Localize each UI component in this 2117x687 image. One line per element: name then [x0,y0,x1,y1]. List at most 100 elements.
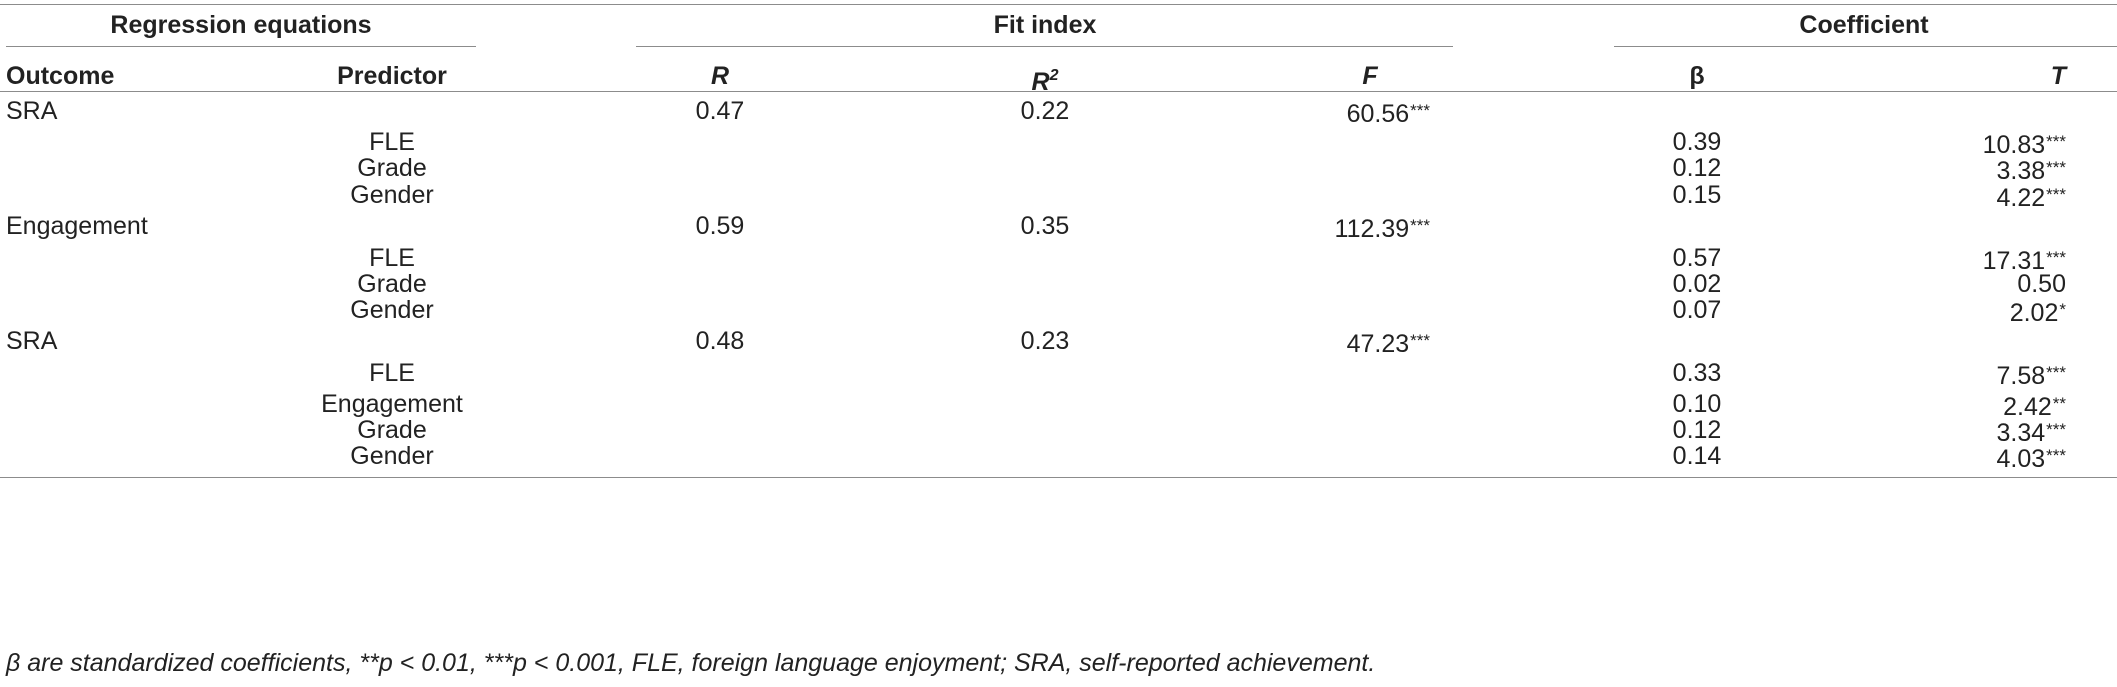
cell-r-squared: 0.35 [1021,211,1070,241]
cell-t: 4.22*** [1996,180,2066,213]
significance-marker: *** [1410,216,1430,235]
cell-predictor: Gender [350,441,433,471]
significance-marker: *** [1410,331,1430,350]
cell-outcome: SRA [6,96,57,126]
col-header-t: T [2050,62,2066,90]
cell-predictor-value: Engagement [321,390,463,418]
r-squared-exponent: 2 [1049,67,1059,84]
cell-f: 112.39*** [1335,211,1430,244]
cell-predictor-value: Grade [357,270,427,298]
cell-beta-value: 0.10 [1672,390,1722,418]
cell-r-squared: 0.23 [1021,326,1070,356]
cell-f-value: 47.23 [1346,330,1410,358]
col-header-predictor: Predictor [337,62,447,90]
cell-t-value: 3.34 [1996,419,2046,447]
cell-r-squared: 0.22 [1021,96,1070,126]
cell-outcome-value: SRA [6,97,58,125]
cell-predictor-value: Gender [350,296,434,324]
cell-predictor-value: FLE [369,244,415,272]
regression-equations-rule [6,46,476,47]
significance-marker: *** [2046,248,2066,267]
cell-t-value: 2.02 [2009,299,2059,327]
cell-beta: 0.15 [1673,180,1722,210]
cell-beta: 0.39 [1673,127,1722,157]
cell-t: 4.03*** [1996,441,2066,474]
group-header-regression-equations: Regression equations [110,11,372,39]
cell-predictor: Grade [357,153,426,183]
significance-marker: * [2059,300,2066,319]
significance-marker: *** [2046,132,2066,151]
cell-predictor: Grade [357,269,426,299]
cell-outcome-value: Engagement [6,212,148,240]
col-header-f: F [1362,62,1378,90]
cell-predictor: Gender [350,295,433,325]
cell-r-squared-value: 0.35 [1020,212,1070,240]
cell-beta-value: 0.57 [1672,244,1722,272]
cell-beta: 0.33 [1673,358,1722,388]
cell-t-value: 10.83 [1982,131,2046,159]
cell-beta: 0.57 [1673,243,1722,273]
cell-t-value: 3.38 [1996,157,2046,185]
cell-r-value: 0.59 [695,212,745,240]
cell-beta: 0.12 [1673,415,1722,445]
significance-marker: *** [2046,446,2066,465]
cell-predictor: FLE [369,127,415,157]
cell-r-value: 0.48 [695,327,745,355]
group-header-fit-index: Fit index [993,11,1097,39]
cell-predictor-value: Gender [350,181,434,209]
cell-t-value: 17.31 [1982,247,2046,275]
cell-r-squared-value: 0.23 [1020,327,1070,355]
cell-t-value: 2.42 [2003,393,2052,421]
cell-predictor: Grade [357,415,426,445]
col-header-outcome: Outcome [6,62,115,90]
cell-t: 17.31*** [1983,243,2066,276]
col-header-r-squared: R2 [1032,61,1059,97]
cell-predictor: Engagement [321,389,463,419]
cell-predictor: Gender [350,180,433,210]
cell-t-value: 7.58 [1996,362,2046,390]
table-footnote: β are standardized coefficients, **p < 0… [6,649,1376,677]
col-header-beta: β [1689,62,1705,90]
cell-outcome-value: SRA [6,327,58,355]
cell-beta: 0.07 [1673,295,1722,325]
significance-marker: ** [2052,394,2066,413]
cell-t: 3.38*** [1996,153,2066,186]
cell-r: 0.48 [696,326,745,356]
cell-beta-value: 0.02 [1672,270,1722,298]
top-rule [0,4,2117,5]
cell-beta-value: 0.33 [1672,359,1722,387]
cell-beta-value: 0.07 [1672,296,1722,324]
header-bottom-rule [0,91,2117,92]
cell-f: 47.23*** [1347,326,1430,359]
cell-predictor: FLE [369,243,415,273]
cell-beta: 0.14 [1673,441,1722,471]
cell-t: 0.50 [2017,269,2066,299]
cell-t: 2.42** [2003,389,2066,422]
significance-marker: *** [2046,420,2066,439]
significance-marker: *** [2046,158,2066,177]
cell-predictor-value: Gender [350,442,434,470]
significance-marker: *** [2046,363,2066,382]
cell-t: 2.02* [2010,295,2066,328]
table-bottom-rule [0,477,2117,478]
significance-marker: *** [2046,185,2066,204]
col-header-r: R [710,62,730,90]
r-squared-base: R [1031,68,1050,96]
cell-t: 3.34*** [1996,415,2066,448]
cell-t-value: 4.22 [1996,184,2046,212]
cell-r: 0.47 [696,96,745,126]
cell-r-value: 0.47 [695,97,745,125]
cell-r: 0.59 [696,211,745,241]
cell-predictor-value: FLE [369,128,415,156]
cell-predictor-value: FLE [369,359,415,387]
cell-predictor-value: Grade [357,154,427,182]
cell-outcome: Engagement [6,211,148,241]
cell-t: 7.58*** [1996,358,2066,391]
cell-r-squared-value: 0.22 [1020,97,1070,125]
cell-beta: 0.12 [1673,153,1722,183]
group-header-coefficient: Coefficient [1799,11,1929,39]
cell-beta-value: 0.12 [1672,154,1722,182]
cell-beta-value: 0.14 [1672,442,1722,470]
fit-index-rule [636,46,1453,47]
cell-beta-value: 0.15 [1672,181,1722,209]
